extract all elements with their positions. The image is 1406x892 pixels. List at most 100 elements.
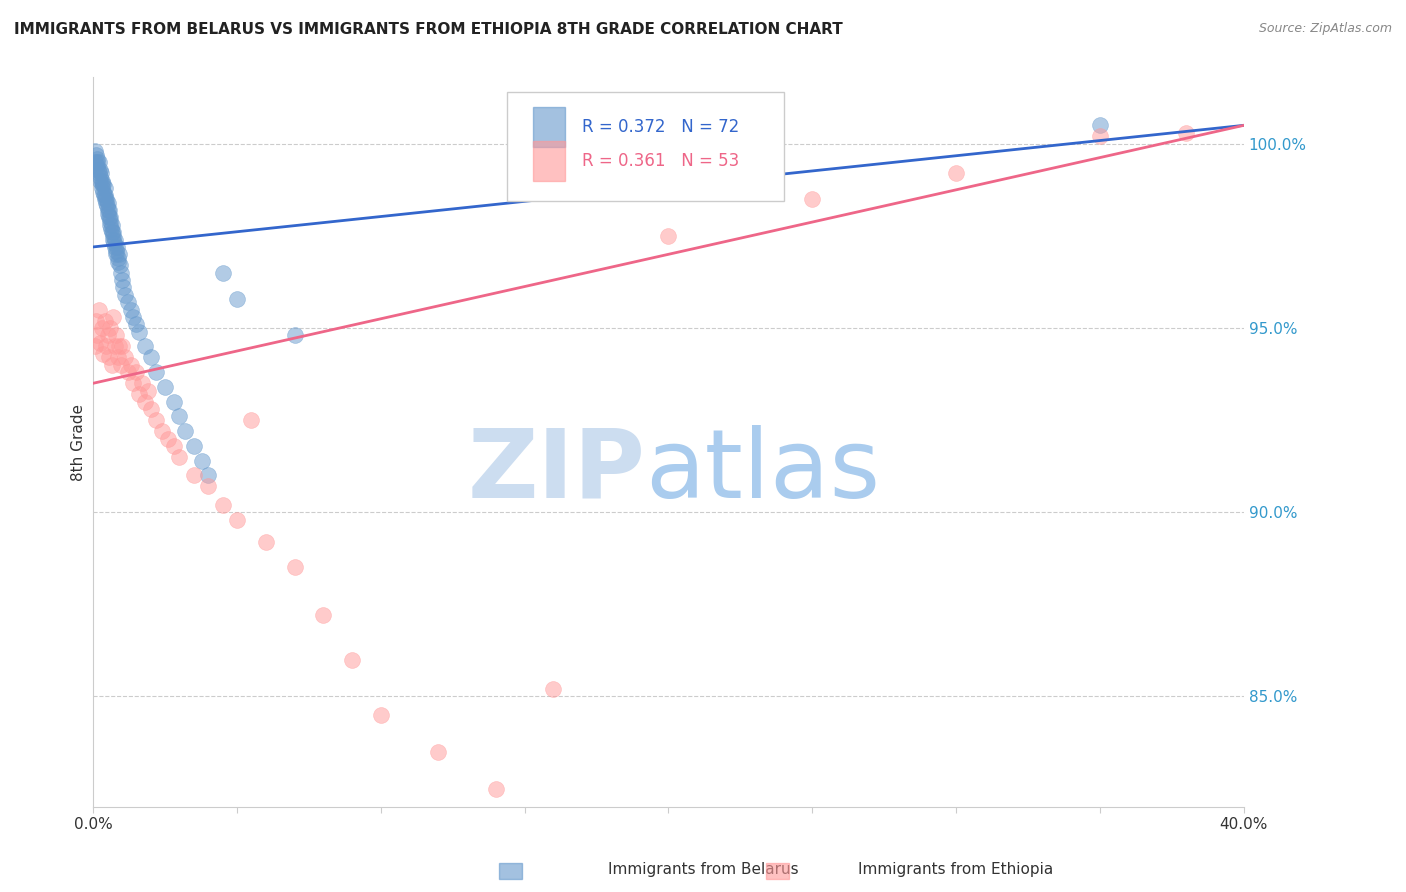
Point bbox=[117, 295, 139, 310]
Point bbox=[91, 185, 114, 199]
Point bbox=[83, 339, 105, 353]
Point bbox=[163, 439, 186, 453]
Point bbox=[94, 192, 117, 206]
Point bbox=[120, 302, 142, 317]
Point bbox=[87, 166, 110, 180]
Point bbox=[101, 228, 124, 243]
Point bbox=[97, 203, 120, 218]
Point bbox=[105, 240, 128, 254]
Point bbox=[128, 325, 150, 339]
Point bbox=[94, 339, 117, 353]
Point bbox=[101, 358, 124, 372]
Point bbox=[93, 192, 115, 206]
Point bbox=[122, 376, 145, 391]
Point bbox=[98, 351, 121, 365]
Point bbox=[87, 155, 110, 169]
Point bbox=[114, 351, 136, 365]
Point bbox=[97, 195, 120, 210]
FancyBboxPatch shape bbox=[533, 107, 565, 147]
Point bbox=[139, 351, 162, 365]
Point bbox=[174, 424, 197, 438]
Point bbox=[107, 351, 129, 365]
Point bbox=[163, 394, 186, 409]
Point bbox=[86, 152, 108, 166]
Point bbox=[340, 652, 363, 666]
Point bbox=[103, 236, 125, 251]
Point bbox=[96, 199, 118, 213]
Text: ZIP: ZIP bbox=[468, 425, 645, 518]
Point bbox=[84, 155, 107, 169]
Point bbox=[91, 347, 114, 361]
Point bbox=[1175, 126, 1198, 140]
Point bbox=[104, 244, 127, 258]
Point bbox=[657, 228, 679, 243]
Point bbox=[117, 365, 139, 379]
Point bbox=[226, 512, 249, 526]
Point bbox=[104, 339, 127, 353]
Point bbox=[84, 148, 107, 162]
Point bbox=[111, 273, 134, 287]
Point bbox=[86, 159, 108, 173]
Point bbox=[93, 313, 115, 327]
Point bbox=[145, 413, 167, 427]
Text: R = 0.372   N = 72: R = 0.372 N = 72 bbox=[582, 118, 740, 136]
Point bbox=[87, 162, 110, 177]
Point bbox=[101, 218, 124, 232]
Point bbox=[103, 225, 125, 239]
Point bbox=[945, 166, 967, 180]
Point bbox=[89, 169, 111, 184]
Point bbox=[128, 387, 150, 401]
Point bbox=[197, 468, 219, 483]
Point bbox=[134, 394, 156, 409]
Point bbox=[156, 432, 179, 446]
Point bbox=[153, 380, 176, 394]
Text: Immigrants from Ethiopia: Immigrants from Ethiopia bbox=[859, 863, 1053, 877]
Point bbox=[107, 251, 129, 265]
Point bbox=[120, 358, 142, 372]
Point bbox=[312, 608, 335, 623]
Point bbox=[139, 402, 162, 417]
Point bbox=[427, 745, 450, 759]
Point bbox=[134, 339, 156, 353]
Point bbox=[103, 233, 125, 247]
Point bbox=[107, 254, 129, 268]
Text: R = 0.361   N = 53: R = 0.361 N = 53 bbox=[582, 153, 740, 170]
Point bbox=[105, 247, 128, 261]
Point bbox=[104, 233, 127, 247]
Point bbox=[89, 173, 111, 187]
Point bbox=[90, 166, 112, 180]
Point bbox=[105, 328, 128, 343]
Point bbox=[87, 302, 110, 317]
Point bbox=[94, 195, 117, 210]
Point bbox=[94, 188, 117, 202]
Point bbox=[283, 328, 305, 343]
Point bbox=[93, 188, 115, 202]
FancyBboxPatch shape bbox=[533, 141, 565, 181]
Point bbox=[93, 181, 115, 195]
Point bbox=[108, 258, 131, 272]
Point bbox=[145, 365, 167, 379]
Point bbox=[98, 211, 121, 225]
Point bbox=[89, 162, 111, 177]
Point bbox=[91, 178, 114, 192]
Point bbox=[169, 450, 191, 464]
Point bbox=[254, 534, 277, 549]
Point bbox=[100, 211, 122, 225]
Point bbox=[197, 479, 219, 493]
Point bbox=[90, 178, 112, 192]
Point bbox=[283, 560, 305, 574]
Point bbox=[543, 682, 565, 697]
Point bbox=[100, 218, 122, 232]
Point bbox=[485, 781, 508, 796]
Point bbox=[86, 328, 108, 343]
Text: IMMIGRANTS FROM BELARUS VS IMMIGRANTS FROM ETHIOPIA 8TH GRADE CORRELATION CHART: IMMIGRANTS FROM BELARUS VS IMMIGRANTS FR… bbox=[14, 22, 842, 37]
Point bbox=[86, 155, 108, 169]
Point bbox=[97, 207, 120, 221]
Point bbox=[100, 321, 122, 335]
Point bbox=[90, 321, 112, 335]
Point bbox=[98, 203, 121, 218]
Point bbox=[1088, 119, 1111, 133]
Point bbox=[101, 225, 124, 239]
Point bbox=[110, 266, 132, 280]
Point bbox=[89, 335, 111, 350]
